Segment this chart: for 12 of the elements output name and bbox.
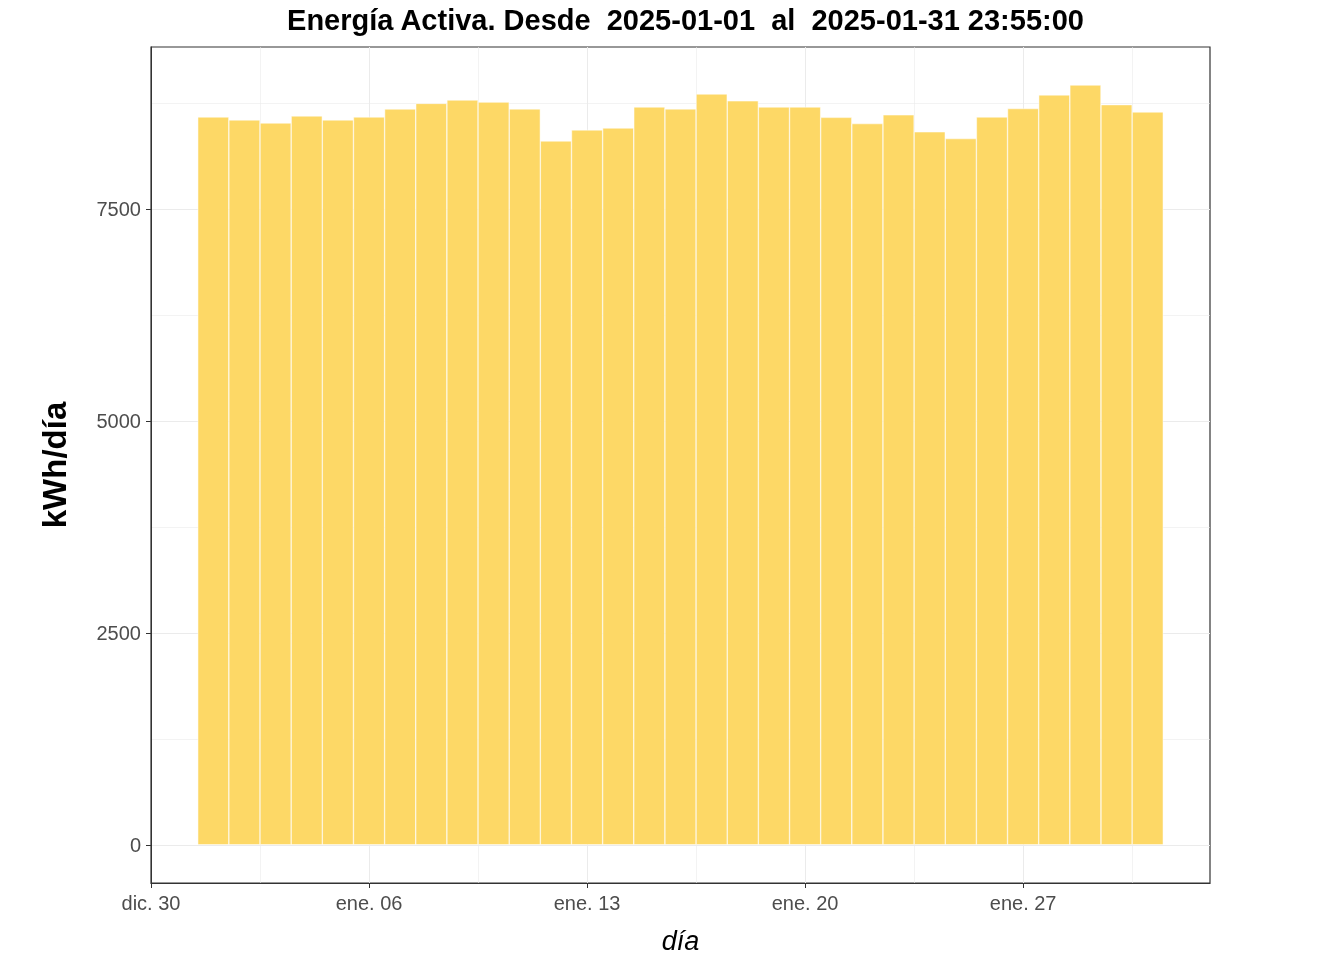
y-tick-label: 0 [129,833,141,856]
x-tick-label: ene. 06 [335,892,403,914]
x-tick-label: ene. 20 [771,892,839,914]
x-tick-label: ene. 27 [989,892,1057,914]
x-axis-title: día [661,925,700,956]
y-tick-label: 2500 [96,621,141,644]
y-tick-label: 5000 [96,409,141,432]
y-tick-label: 7500 [96,197,141,220]
y-axis-title: kWh/día [36,401,73,529]
chart-title: Energía Activa. Desde 2025-01-01 al 2025-01-31 23:55:00 [287,3,1084,36]
x-tick-label: dic. 30 [121,892,181,914]
x-tick-label: ene. 13 [553,892,621,914]
